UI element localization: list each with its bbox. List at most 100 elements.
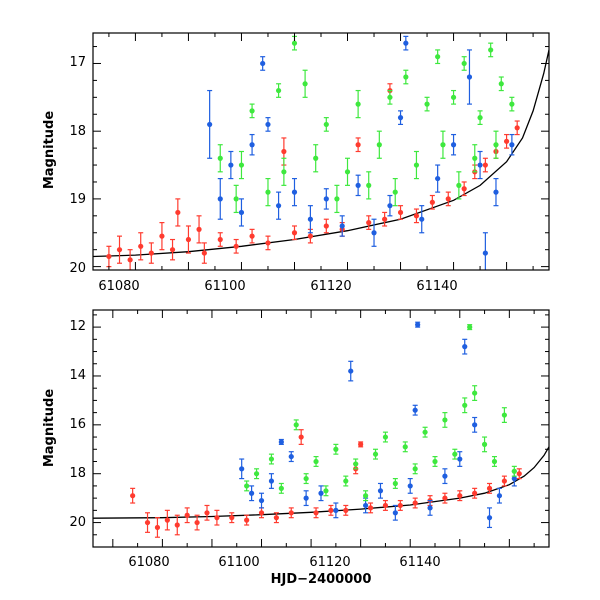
data-marker [387, 203, 393, 209]
data-marker [307, 216, 313, 222]
data-marker [482, 250, 488, 256]
data-marker [138, 243, 144, 249]
top-blue-point-9 [307, 205, 313, 234]
bottom-green-point-18 [432, 455, 438, 467]
data-marker [249, 233, 255, 239]
top-green-point-19 [413, 150, 420, 180]
data-marker [323, 121, 329, 128]
top-red-point-5 [159, 222, 165, 251]
data-marker [382, 502, 389, 509]
data-marker [207, 121, 213, 128]
bottom-blue-point-4 [278, 438, 284, 445]
data-marker [376, 142, 382, 148]
data-marker [249, 142, 255, 148]
bottom-blue-point-20 [472, 416, 478, 433]
top-green-point-24 [456, 171, 462, 200]
top-red-point-10 [201, 242, 207, 264]
data-marker [164, 517, 170, 523]
data-marker [291, 189, 298, 195]
bottom-green-point-1 [253, 468, 260, 480]
data-marker [355, 182, 361, 188]
bottom-blue-point-5 [288, 451, 294, 463]
data-marker [392, 480, 398, 487]
top-red-point-2 [127, 249, 133, 270]
top-blue-point-7 [275, 191, 282, 220]
data-marker [273, 515, 279, 521]
bottom-blue-point-8 [333, 502, 339, 519]
top-red-point-22 [382, 211, 388, 227]
bottom-blue-point-0 [239, 458, 245, 480]
data-marker [260, 60, 266, 67]
data-marker [201, 250, 207, 256]
top-red-point-28 [461, 181, 467, 197]
data-marker [413, 162, 420, 168]
top-blue-point-5 [260, 56, 266, 71]
top-blue-point-15 [397, 110, 404, 126]
data-marker [238, 209, 245, 216]
data-marker [281, 169, 287, 175]
data-marker [278, 485, 284, 491]
data-marker [184, 512, 190, 518]
bottom-plot-area [93, 321, 549, 538]
data-marker [498, 81, 504, 87]
top-green-point-8 [302, 69, 308, 98]
bottom-green-point-12 [372, 448, 379, 460]
top-red-point-12 [233, 238, 239, 254]
data-marker [424, 101, 430, 107]
data-marker [503, 138, 510, 144]
data-marker [355, 101, 361, 107]
top-ytick-label-19: 19 [69, 192, 86, 207]
data-marker [402, 444, 408, 450]
data-marker [154, 524, 161, 531]
data-marker [488, 47, 494, 53]
data-marker [291, 230, 298, 236]
bottom-green-point-2 [268, 453, 275, 465]
data-marker [307, 233, 313, 239]
data-marker [233, 196, 239, 202]
data-marker [258, 497, 265, 504]
data-marker [363, 493, 369, 499]
bottom-blue-point-13 [407, 477, 413, 494]
data-marker [348, 368, 354, 374]
data-marker [432, 458, 438, 465]
data-marker [127, 257, 133, 263]
bottom-ytick-label-12: 12 [69, 319, 86, 334]
data-marker [397, 115, 404, 121]
top-red-point-24 [397, 205, 404, 220]
top-red-point-9 [196, 215, 202, 244]
bottom-red-point-1 [144, 512, 151, 533]
data-marker [159, 233, 165, 239]
bottom-green-point-27 [511, 465, 517, 477]
bottom-xtick-label-61120: 61120 [309, 555, 350, 570]
data-marker [174, 522, 180, 528]
top-green-point-10 [323, 117, 329, 132]
top-red-point-27 [445, 191, 451, 207]
top-green-point-26 [472, 144, 478, 173]
top-red-point-21 [366, 215, 372, 230]
data-marker [371, 230, 377, 236]
bottom-green-point-14 [392, 477, 398, 489]
bottom-green-point-25 [491, 455, 498, 467]
data-marker [419, 216, 425, 222]
top-blue-point-21 [477, 150, 483, 180]
top-blue-point-16 [403, 35, 409, 51]
data-marker [493, 189, 499, 195]
data-marker [481, 441, 488, 447]
bottom-red-point-2 [154, 517, 161, 538]
data-marker [253, 471, 260, 477]
bottom-green-point-7 [323, 485, 329, 497]
bottom-red-point-4 [174, 514, 180, 536]
bottom-blue-point-7 [318, 485, 324, 502]
bottom-blue-point-17 [442, 468, 448, 485]
data-marker [435, 54, 441, 60]
bottom-green-point-26 [501, 407, 507, 423]
top-red-point-11 [217, 232, 223, 247]
data-marker [486, 515, 493, 521]
bottom-panel: 61080 61100 61120 61140 12 14 16 18 20 M… [42, 309, 550, 587]
bottom-green-point-19 [442, 412, 448, 428]
top-red-point-13 [249, 228, 255, 244]
top-blue-point-3 [238, 198, 245, 227]
data-marker [412, 407, 418, 413]
top-ytick-label-20: 20 [69, 261, 86, 276]
data-marker [403, 74, 409, 80]
